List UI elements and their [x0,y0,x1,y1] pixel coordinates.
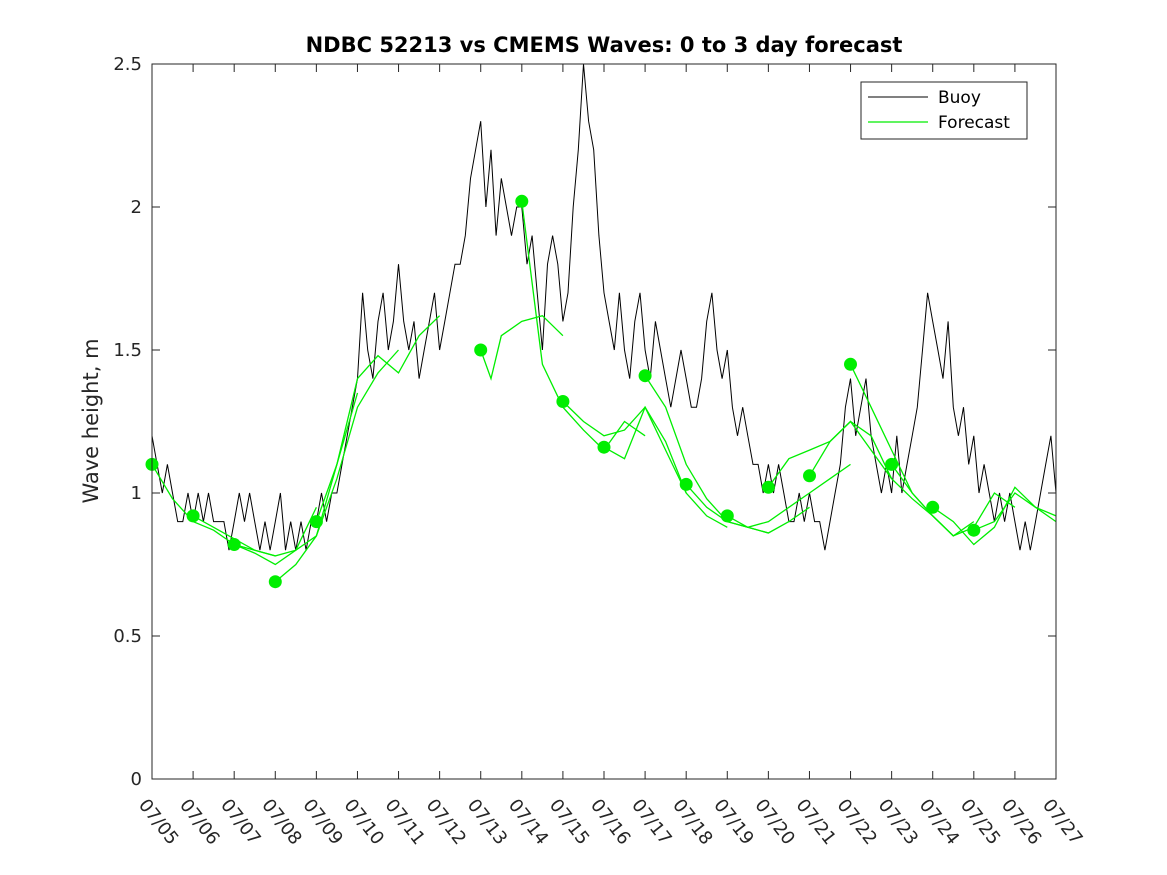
legend-box [860,81,1028,140]
forecast-run-line [562,401,687,494]
forecast-run-line [808,420,934,517]
forecast-run-line [891,464,1016,537]
forecast-marker [597,440,611,454]
forecast-marker [720,509,734,523]
forecast-marker [474,343,488,357]
series-layer [145,63,1057,589]
y-tick-label: 1 [131,483,142,504]
buoy-series-line [151,63,1057,551]
legend-forecast-label: Forecast [938,113,1010,133]
forecast-run-line [726,463,851,528]
forecast-marker [309,515,323,529]
chart-title: NDBC 52213 vs CMEMS Waves: 0 to 3 day fo… [306,33,903,57]
forecast-marker [556,395,570,408]
y-tick-label: 0 [131,769,142,790]
forecast-marker [885,457,899,471]
y-tick-label: 2.5 [113,54,142,75]
forecast-marker [515,194,529,208]
forecast-marker [803,469,816,483]
forecast-marker [268,575,282,589]
forecast-marker [761,480,775,494]
legend-buoy-label: Buoy [938,88,981,108]
forecast-run-line [973,492,1057,531]
y-tick-label: 1.5 [113,340,142,361]
plot-area [152,64,1056,779]
forecast-marker [844,357,857,371]
forecast-run-line [521,201,646,452]
y-tick-label: 0.5 [113,626,142,647]
y-axis-label: Wave height, m [79,338,103,503]
forecast-marker [967,523,981,537]
forecast-run-line [315,315,441,522]
forecast-run-line [480,314,564,381]
forecast-run-line [274,349,399,583]
legend: Buoy Forecast [860,81,1028,140]
forecast-run-line [603,405,728,528]
forecast-marker [926,500,940,514]
y-tick-label: 2 [131,197,142,218]
forecast-marker [227,538,241,551]
forecast-marker [186,509,200,523]
forecast-marker [638,369,652,383]
forecast-marker [679,477,693,491]
